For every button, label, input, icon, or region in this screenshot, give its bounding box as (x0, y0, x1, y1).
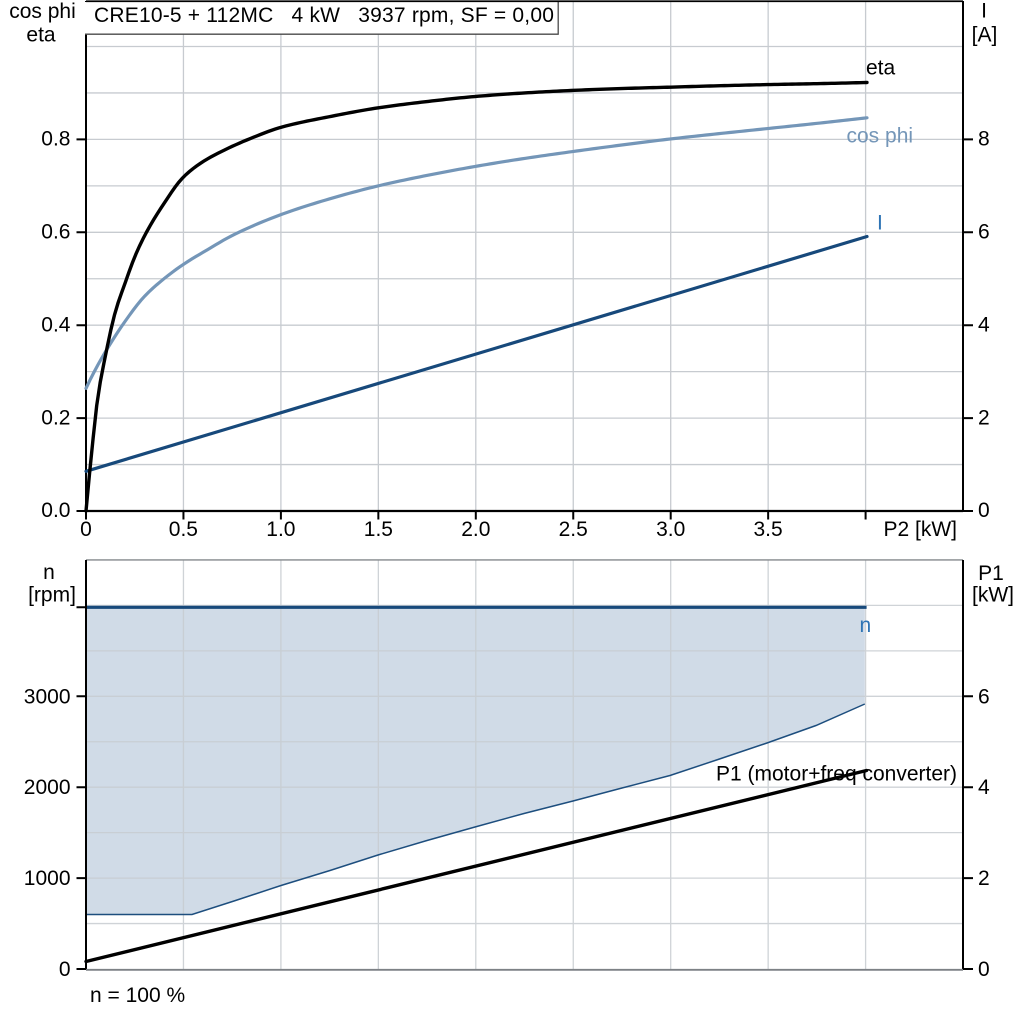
svg-text:I: I (981, 0, 987, 23)
svg-text:3.0: 3.0 (656, 518, 685, 541)
svg-text:2: 2 (978, 867, 990, 890)
svg-text:6: 6 (978, 221, 990, 244)
svg-text:P1: P1 (978, 562, 1004, 585)
svg-text:0: 0 (59, 958, 71, 981)
svg-text:4: 4 (978, 313, 990, 336)
svg-text:[A]: [A] (972, 24, 998, 47)
svg-text:2.0: 2.0 (461, 518, 490, 541)
svg-text:cos phi: cos phi (9, 0, 76, 23)
svg-text:2: 2 (978, 406, 990, 429)
svg-text:eta: eta (26, 24, 56, 47)
svg-text:0: 0 (978, 958, 990, 981)
svg-text:eta: eta (866, 57, 896, 80)
svg-text:CRE10-5 + 112MC 4 kW 3937: CRE10-5 + 112MC 4 kW 3937 rpm, SF = 0,00 (94, 4, 554, 27)
svg-text:P2 [kW]: P2 [kW] (883, 518, 957, 541)
svg-text:I: I (877, 212, 883, 235)
svg-text:3000: 3000 (24, 685, 71, 708)
svg-text:n = 100 %: n = 100 % (90, 984, 185, 1007)
svg-text:0: 0 (978, 499, 990, 522)
svg-text:[kW]: [kW] (972, 584, 1014, 607)
svg-text:P1 (motor+freq converter): P1 (motor+freq converter) (716, 763, 957, 786)
svg-text:2000: 2000 (24, 776, 71, 799)
svg-text:6: 6 (978, 685, 990, 708)
svg-text:1.0: 1.0 (266, 518, 295, 541)
svg-text:2.5: 2.5 (559, 518, 588, 541)
svg-text:0.2: 0.2 (41, 406, 70, 429)
svg-text:0.0: 0.0 (41, 499, 70, 522)
svg-text:0: 0 (80, 518, 92, 541)
svg-text:cos phi: cos phi (847, 125, 914, 148)
svg-text:0.8: 0.8 (41, 128, 70, 151)
svg-text:[rpm]: [rpm] (28, 584, 76, 607)
svg-text:0.4: 0.4 (41, 313, 71, 336)
svg-text:0.5: 0.5 (169, 518, 198, 541)
svg-text:1000: 1000 (24, 867, 71, 890)
svg-text:8: 8 (978, 128, 990, 151)
svg-text:3.5: 3.5 (753, 518, 782, 541)
svg-text:1.5: 1.5 (364, 518, 393, 541)
svg-text:0.6: 0.6 (41, 221, 70, 244)
svg-text:4: 4 (978, 776, 990, 799)
svg-text:n: n (860, 614, 872, 637)
svg-text:n: n (43, 561, 55, 584)
